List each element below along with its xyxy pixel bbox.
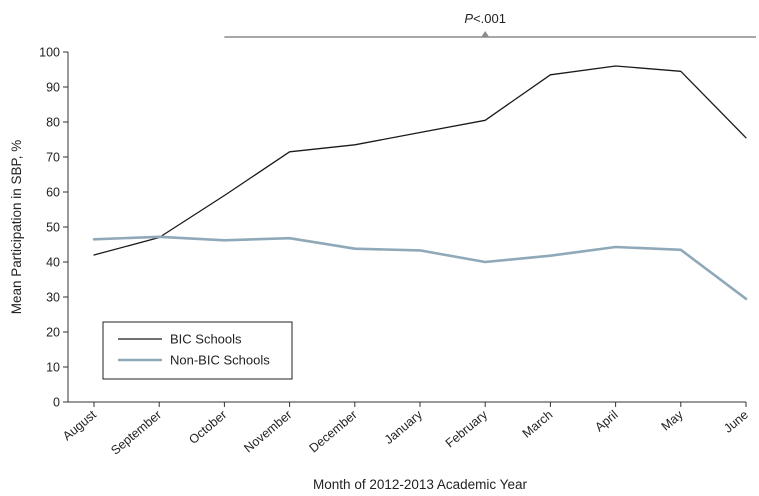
x-tick-label: August [60,407,99,443]
x-axis: August September October November December Ja… [60,401,751,458]
series-line-bic-schools [93,65,747,256]
x-tick-label: November [241,408,294,456]
y-axis: 0 10 20 30 40 50 60 70 80 90 100 [39,46,69,410]
significance-annotation: P<.001 [224,11,756,38]
x-tick-label: October [186,408,229,447]
y-tick-label: 70 [46,151,60,165]
x-tick-label: March [520,408,556,441]
series-line-non-bic-schools [92,235,748,301]
x-axis-title: Month of 2012-2013 Academic Year [313,477,527,492]
x-tick-label: September [108,408,164,458]
y-tick-label: 40 [46,256,60,270]
significance-marker [481,31,490,37]
x-tick-label: January [382,407,426,447]
y-tick-label: 60 [46,186,60,200]
x-tick-label: June [721,408,751,436]
y-tick-label: 10 [46,361,60,375]
y-tick-label: 30 [46,291,60,305]
y-axis-title: Mean Participation in SBP, % [9,140,24,315]
legend-label: Non-BIC Schools [170,353,270,368]
x-tick-label: May [659,407,687,433]
series-layer [92,65,748,301]
y-tick-label: 50 [46,221,60,235]
x-tick-label: April [592,408,620,435]
y-tick-label: 0 [53,396,60,410]
y-tick-label: 90 [46,81,60,95]
y-tick-label: 20 [46,326,60,340]
legend-box [102,321,293,380]
x-tick-label: December [307,408,360,456]
x-tick-label: February [443,407,491,450]
y-tick-label: 100 [39,46,60,60]
p-value-label: P<.001 [464,11,506,26]
legend: BIC Schools Non-BIC Schools [102,321,293,380]
legend-label: BIC Schools [170,332,242,347]
y-tick-label: 80 [46,116,60,130]
